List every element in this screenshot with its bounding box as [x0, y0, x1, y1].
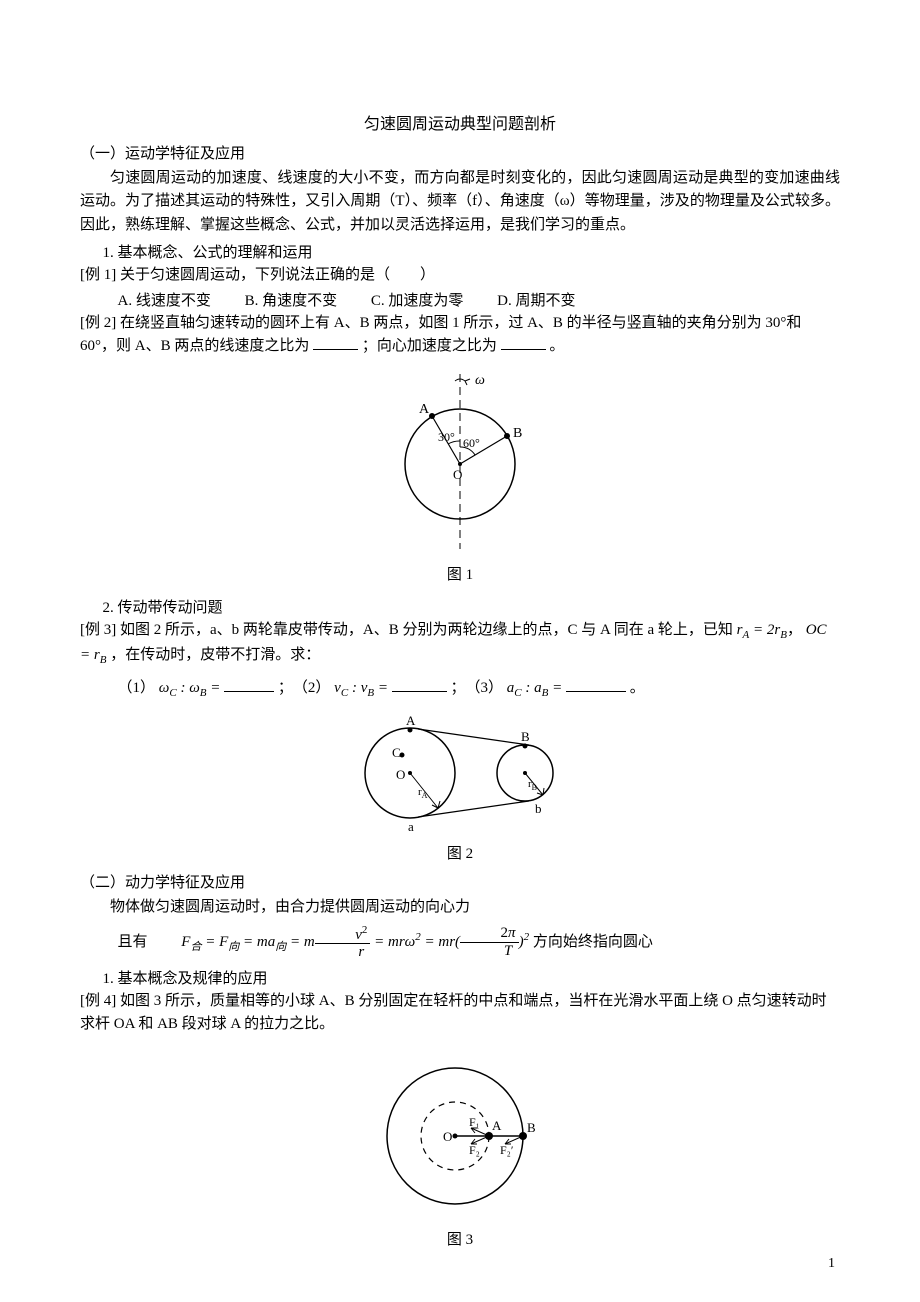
fig3-f2: F₂: [469, 1143, 480, 1157]
fig1-label-o: O: [453, 467, 462, 482]
fig2-ra: rA: [418, 786, 428, 800]
page-number: 1: [828, 1256, 835, 1272]
example-3-prefix: [例 3] 如图 2 所示，a、b 两轮靠皮带传动，A、B 分别为两轮边缘上的点…: [80, 622, 733, 638]
option-c: C. 加速度为零: [371, 293, 464, 309]
fig2-label-c: C: [392, 745, 401, 760]
fig2-label-b-top: B: [521, 729, 530, 744]
sub-heading-1-1: 1. 基本概念、公式的理解和运用: [80, 241, 840, 262]
q3-label: ； （3）: [450, 680, 503, 696]
fig3-f1: F₁: [469, 1115, 480, 1129]
example-4: [例 4] 如图 3 所示，质量相等的小球 A、B 分别固定在轻杆的中点和端点，…: [80, 990, 840, 1037]
example-1: [例 1] 关于匀速圆周运动，下列说法正确的是（ ）: [80, 264, 840, 287]
fig2-label-a-bot: a: [408, 819, 414, 833]
figure-2-caption: 图 2: [80, 842, 840, 863]
figure-1-caption: 图 1: [80, 563, 840, 584]
blank-q1: [224, 677, 274, 692]
example-3-questions: （1） ωC : ωB = ； （2） vC : vB = ； （3） aC :…: [118, 675, 841, 704]
fig2-label-o: O: [396, 767, 405, 782]
frac-2piT: 2πT: [460, 925, 519, 959]
example-3-mid: ，在传动时，皮带不打滑。求：: [110, 647, 320, 663]
section-2-heading: （二）动力学特征及应用: [80, 871, 840, 892]
example-2-text-3: 。: [549, 338, 564, 354]
page-title: 匀速圆周运动典型问题剖析: [80, 110, 840, 134]
fig1-angle-60: 60°: [463, 436, 480, 450]
figure-3-caption: 图 3: [80, 1228, 840, 1249]
formula-body: F合 = F向 = ma向 = m: [181, 934, 314, 950]
figure-2: A B C O rA rB a b 图 2: [80, 713, 840, 863]
q2-label: ； （2）: [278, 680, 331, 696]
fig1-label-a: A: [419, 402, 430, 417]
fig2-rb: rB: [528, 778, 537, 792]
option-b: B. 角速度不变: [245, 293, 338, 309]
figure-1-svg: A B O 30° 60° ω: [375, 369, 545, 554]
fig3-label-b-ball: B: [527, 1120, 536, 1135]
figure-1: A B O 30° 60° ω 图 1: [80, 369, 840, 584]
sub-heading-2-1: 1. 基本概念及规律的应用: [80, 967, 840, 988]
fig1-angle-30: 30°: [438, 430, 455, 444]
q3-eq: aC : aB =: [507, 680, 566, 696]
example-3: [例 3] 如图 2 所示，a、b 两轮靠皮带传动，A、B 分别为两轮边缘上的点…: [80, 619, 840, 669]
example-3-math-1: rA = 2rB: [737, 622, 787, 638]
fig2-label-b-bot: b: [535, 801, 542, 816]
example-2-text-2: ；向心加速度之比为: [362, 338, 497, 354]
formula-body-3: )2: [519, 934, 530, 950]
formula-prefix: 且有: [118, 934, 148, 950]
formula-body-2: = mrω2 = mr(: [370, 934, 460, 950]
section-2-intro: 物体做匀速圆周运动时，由合力提供圆周运动的向心力: [80, 896, 840, 919]
q1-label: （1）: [118, 680, 156, 696]
fig3-label-o: O: [443, 1129, 452, 1144]
formula-line: 且有 F合 = F向 = ma向 = mv2r = mrω2 = mr(2πT)…: [80, 924, 840, 961]
blank-q3: [566, 677, 626, 692]
q1-eq: ωC : ωB =: [159, 680, 224, 696]
fig1-label-b: B: [513, 426, 522, 441]
figure-3: O A B F₁ F₂ F₂′ 图 3: [80, 1054, 840, 1249]
example-2: [例 2] 在绕竖直轴匀速转动的圆环上有 A、B 两点，如图 1 所示，过 A、…: [80, 312, 840, 359]
fig3-f2b: F₂′: [500, 1143, 514, 1157]
figure-3-svg: O A B F₁ F₂ F₂′: [365, 1054, 555, 1219]
q-end: 。: [630, 680, 645, 696]
fig3-label-a-ball: A: [492, 1118, 502, 1133]
option-d: D. 周期不变: [497, 293, 575, 309]
frac-v2r: v2r: [315, 924, 371, 961]
fig1-omega: ω: [475, 373, 485, 388]
sub-heading-1-2: 2. 传动带传动问题: [80, 596, 840, 617]
blank-q2: [392, 677, 447, 692]
fig2-label-a-top: A: [406, 713, 416, 728]
option-a: A. 线速度不变: [118, 293, 211, 309]
q2-eq: vC : vB =: [334, 680, 392, 696]
figure-2-svg: A B C O rA rB a b: [330, 713, 590, 833]
blank-2: [501, 335, 546, 350]
section-1-intro: 匀速圆周运动的加速度、线速度的大小不变，而方向都是时刻变化的，因此匀速圆周运动是…: [80, 167, 840, 237]
section-1-heading: （一）运动学特征及应用: [80, 142, 840, 163]
example-1-options: A. 线速度不变 B. 角速度不变 C. 加速度为零 D. 周期不变: [118, 289, 841, 310]
formula-suffix: 方向始终指向圆心: [533, 934, 653, 950]
blank-1: [313, 335, 358, 350]
